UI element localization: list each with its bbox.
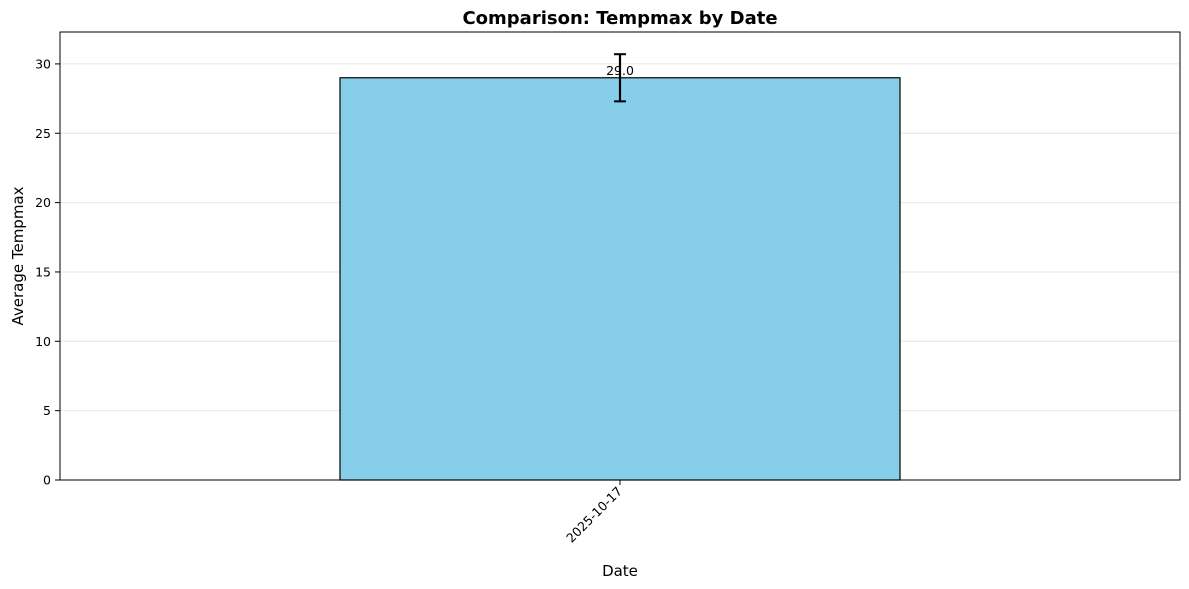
data-labels-layer: 29.0 [606,63,634,78]
bar-value-label: 29.0 [606,63,634,78]
x-axis-ticks: 2025-10-17 [563,480,625,545]
chart-title: Comparison: Tempmax by Date [462,8,777,29]
bars-layer [339,77,901,481]
y-axis-ticks: 0 5 10 15 20 25 30 [35,56,60,488]
bar [339,77,901,481]
y-tick-label: 20 [35,195,51,210]
y-tick-label: 30 [35,56,51,71]
y-tick-label: 10 [35,334,51,349]
y-axis-label: Average Tempmax [9,186,27,325]
x-tick-label: 2025-10-17 [563,484,625,546]
y-tick-label: 15 [35,264,51,279]
y-tick-label: 25 [35,126,51,141]
y-tick-label: 0 [43,473,51,488]
error-bars-layer [614,53,626,103]
y-tick-label: 5 [43,403,51,418]
x-axis-label: Date [602,562,638,580]
